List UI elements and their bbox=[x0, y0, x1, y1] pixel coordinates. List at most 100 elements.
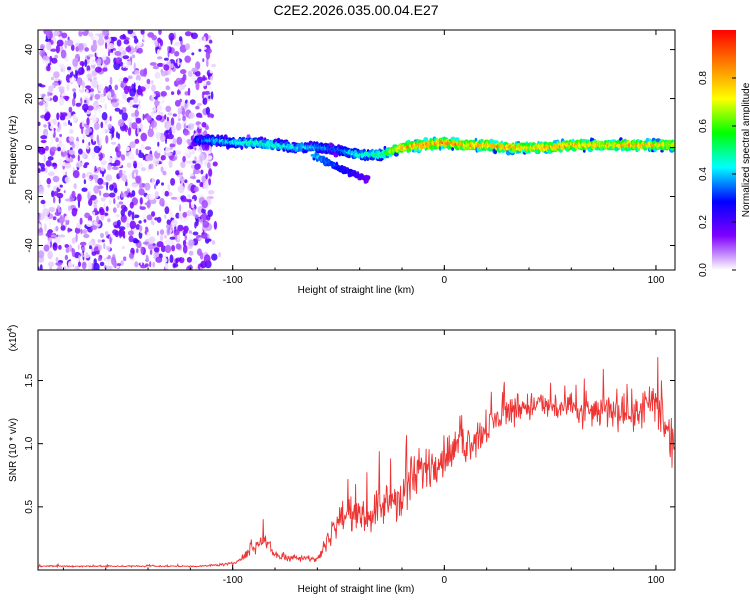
noise-blob bbox=[134, 169, 139, 174]
ridge-point bbox=[438, 145, 442, 151]
noise-blob bbox=[164, 190, 169, 197]
noise-blob bbox=[160, 155, 166, 161]
noise-blob bbox=[81, 151, 87, 159]
noise-blob bbox=[43, 154, 46, 163]
noise-blob bbox=[120, 209, 126, 217]
noise-blob bbox=[120, 80, 125, 88]
noise-blob bbox=[84, 47, 89, 52]
noise-blob bbox=[207, 209, 213, 217]
branch-point bbox=[366, 176, 370, 181]
noise-blob bbox=[139, 225, 143, 232]
noise-blob bbox=[200, 218, 204, 222]
noise-blob bbox=[45, 145, 49, 151]
noise-blob bbox=[118, 201, 124, 205]
noise-blob bbox=[80, 133, 84, 139]
noise-blob bbox=[61, 222, 64, 227]
noise-blob bbox=[58, 123, 62, 131]
noise-blob bbox=[84, 212, 91, 219]
noise-blob bbox=[184, 91, 189, 96]
noise-blob bbox=[165, 77, 170, 82]
noise-blob bbox=[186, 256, 192, 263]
noise-blob bbox=[181, 107, 186, 116]
noise-blob bbox=[206, 155, 213, 160]
noise-blob bbox=[194, 70, 201, 77]
noise-blob bbox=[160, 91, 167, 97]
noise-blob bbox=[87, 261, 93, 270]
noise-blob bbox=[77, 67, 85, 75]
noise-blob bbox=[92, 39, 97, 45]
noise-blob bbox=[158, 30, 162, 35]
noise-blob bbox=[140, 258, 143, 266]
noise-blob bbox=[122, 55, 130, 60]
noise-blob bbox=[142, 113, 145, 121]
snr-frame bbox=[37, 329, 676, 571]
noise-blob bbox=[177, 224, 184, 232]
noise-blob bbox=[50, 234, 57, 238]
noise-blob bbox=[64, 162, 72, 169]
noise-blob bbox=[153, 106, 157, 112]
noise-blob bbox=[182, 198, 189, 203]
noise-blob bbox=[153, 253, 156, 260]
noise-blob bbox=[52, 162, 57, 167]
noise-blob bbox=[89, 91, 94, 95]
noise-blob bbox=[72, 88, 76, 92]
noise-blob bbox=[38, 250, 45, 259]
noise-blob bbox=[78, 261, 81, 268]
noise-blob bbox=[84, 59, 88, 68]
noise-blob bbox=[69, 128, 74, 134]
noise-blob bbox=[162, 257, 168, 263]
noise-blob bbox=[145, 255, 149, 263]
noise-blob bbox=[146, 214, 153, 221]
noise-blob bbox=[194, 186, 199, 192]
noise-blob bbox=[52, 216, 57, 221]
noise-blob bbox=[94, 93, 101, 100]
noise-blob bbox=[129, 252, 134, 259]
noise-blob bbox=[75, 161, 83, 168]
noise-blob bbox=[136, 126, 140, 135]
noise-blob bbox=[138, 220, 142, 224]
noise-blob bbox=[155, 114, 163, 121]
noise-blob bbox=[174, 51, 180, 57]
noise-blob bbox=[194, 147, 197, 151]
noise-blob bbox=[86, 105, 94, 111]
noise-blob bbox=[67, 205, 71, 212]
noise-blob bbox=[127, 230, 134, 236]
noise-blob bbox=[191, 260, 198, 265]
noise-blob bbox=[87, 192, 90, 201]
noise-blob bbox=[82, 229, 88, 235]
noise-blob bbox=[38, 185, 45, 195]
noise-blob bbox=[167, 46, 170, 52]
colorbar-label: Normalized spectral amplitude bbox=[741, 82, 750, 217]
noise-blob bbox=[203, 36, 206, 46]
noise-blob bbox=[122, 246, 125, 250]
noise-blob bbox=[52, 118, 57, 126]
y-tick-label: 20 bbox=[24, 93, 35, 105]
noise-blob bbox=[202, 58, 205, 63]
noise-blob bbox=[102, 30, 109, 37]
noise-blob bbox=[173, 263, 179, 268]
noise-blob bbox=[128, 127, 132, 136]
noise-blob bbox=[159, 102, 166, 106]
noise-blob bbox=[120, 154, 126, 161]
noise-blob bbox=[170, 178, 176, 186]
noise-blob bbox=[183, 217, 188, 221]
noise-blob bbox=[71, 44, 75, 51]
noise-blob bbox=[170, 239, 175, 247]
noise-blob bbox=[182, 115, 187, 122]
noise-blob bbox=[157, 96, 165, 102]
noise-blob bbox=[88, 183, 92, 191]
noise-blob bbox=[164, 120, 172, 130]
noise-blob bbox=[133, 62, 136, 71]
noise-blob bbox=[174, 99, 181, 107]
noise-blob bbox=[126, 162, 132, 168]
noise-blob bbox=[171, 245, 176, 252]
noise-blob bbox=[137, 47, 143, 54]
noise-blob bbox=[45, 232, 52, 237]
noise-blob bbox=[148, 193, 155, 201]
noise-blob bbox=[171, 91, 175, 95]
noise-blob bbox=[82, 30, 89, 36]
noise-blob bbox=[197, 229, 203, 234]
noise-blob bbox=[79, 217, 83, 225]
noise-blob bbox=[47, 121, 51, 125]
noise-blob bbox=[154, 99, 161, 107]
